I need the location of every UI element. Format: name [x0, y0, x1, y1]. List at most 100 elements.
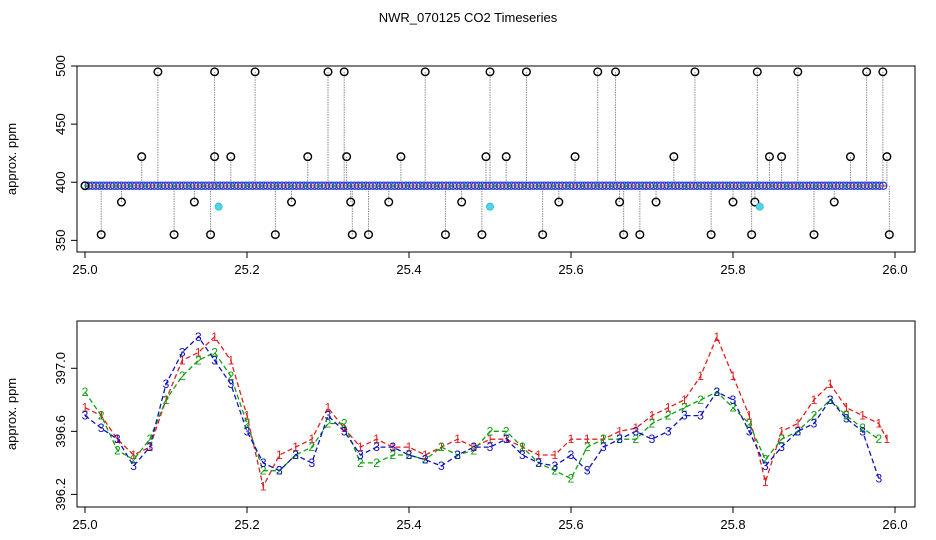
outlier-point — [481, 152, 491, 162]
top-y-tick-label: 450 — [53, 113, 68, 135]
series-2-marker: 2 — [373, 456, 380, 470]
top-x-tick-label: 25.0 — [72, 262, 97, 277]
baseline-dot — [318, 184, 322, 188]
series-1-marker: 1 — [406, 440, 413, 454]
series-1-marker: 1 — [373, 432, 380, 446]
series-1-marker: 1 — [811, 393, 818, 407]
series-3-marker: 3 — [114, 432, 121, 446]
series-2-marker: 2 — [146, 432, 153, 446]
series-3-marker: 3 — [762, 459, 769, 473]
baseline-dot — [726, 184, 730, 188]
outlier-point — [777, 152, 787, 162]
outlier-point — [554, 197, 564, 207]
baseline-dot — [201, 184, 205, 188]
outlier-point — [809, 230, 819, 240]
baseline-dot — [595, 184, 599, 188]
series-2-marker: 2 — [406, 448, 413, 462]
series-1-marker: 1 — [503, 432, 510, 446]
baseline-dot — [347, 184, 351, 188]
outlier-point — [287, 197, 297, 207]
series-2-line — [84, 351, 880, 480]
bottom-x-tick-label: 25.8 — [720, 517, 745, 532]
series-3-marker: 3 — [179, 346, 186, 360]
series-3-marker: 3 — [568, 448, 575, 462]
top-plot-frame — [76, 65, 916, 253]
baseline-dot — [435, 184, 438, 188]
series-3-marker: 3 — [875, 472, 882, 486]
series-3-marker: 3 — [470, 440, 477, 454]
baseline-dot — [260, 184, 263, 188]
bottom-y-axis-label: approx. ppm — [4, 378, 19, 450]
baseline-dot — [216, 184, 220, 188]
series-2-marker: 2 — [98, 409, 105, 423]
series-2-marker: 2 — [357, 456, 364, 470]
top-plot-area — [80, 67, 894, 240]
baseline-dot — [799, 184, 803, 188]
bottom-axes: 25.0 25.2 25.4 25.6 25.8 26.0 396.2 396.6 397.0 — [53, 352, 908, 532]
series-1-marker: 1 — [389, 440, 396, 454]
outlier-point — [611, 67, 621, 77]
top-y-tick-label: 350 — [53, 230, 68, 252]
series-1-marker: 1 — [697, 369, 704, 383]
series-2-marker: 2 — [746, 416, 753, 430]
outlier-point — [116, 197, 126, 207]
series-1-marker: 1 — [843, 401, 850, 415]
outlier-point — [793, 67, 803, 77]
outlier-point — [96, 230, 106, 240]
outlier-point — [169, 230, 179, 240]
series-3-marker: 3 — [503, 432, 510, 446]
series-1-marker: 1 — [681, 393, 688, 407]
series-2-marker: 2 — [681, 401, 688, 415]
outlier-point — [189, 197, 199, 207]
series-2-marker: 2 — [762, 453, 769, 467]
outlier-point — [226, 152, 236, 162]
series-3-marker: 3 — [211, 353, 218, 367]
series-2-marker: 2 — [130, 453, 137, 467]
series-2-marker: 2 — [389, 448, 396, 462]
series-1-marker: 1 — [438, 440, 445, 454]
series-2-marker: 2 — [665, 409, 672, 423]
series-3-marker: 3 — [811, 416, 818, 430]
baseline-dot — [172, 184, 176, 188]
cyan-point — [485, 202, 494, 211]
baseline-dot — [187, 184, 190, 188]
series-2-marker: 2 — [438, 440, 445, 454]
baseline-dot — [449, 184, 453, 188]
series-1-marker: 1 — [535, 448, 542, 462]
outlier-point — [884, 230, 894, 240]
series-1-marker: 1 — [730, 369, 737, 383]
baseline-dot — [464, 184, 468, 188]
bottom-x-tick-label: 26.0 — [882, 517, 907, 532]
baseline-dot — [333, 184, 336, 188]
baseline-dot — [814, 184, 817, 188]
series-2-marker: 2 — [697, 393, 704, 407]
top-y-tick-label: 500 — [53, 55, 68, 77]
bottom-x-tick-label: 25.4 — [396, 517, 421, 532]
baseline-dot — [610, 184, 613, 188]
outlier-point — [615, 197, 625, 207]
chart-title: NWR_070125 CO2 Timeseries — [379, 10, 558, 25]
cyan-point — [214, 202, 223, 211]
outlier-point — [153, 67, 163, 77]
series-2-marker: 2 — [875, 432, 882, 446]
series-3-marker: 3 — [616, 432, 623, 446]
series-1-marker: 1 — [422, 448, 429, 462]
series-1-marker: 1 — [260, 480, 267, 494]
series-1-marker: 1 — [746, 409, 753, 423]
series-2-marker: 2 — [535, 456, 542, 470]
outlier-point — [651, 197, 661, 207]
series-3-marker: 3 — [276, 464, 283, 478]
baseline-dot — [406, 184, 409, 188]
series-3-marker: 3 — [794, 424, 801, 438]
series-2-marker: 2 — [454, 448, 461, 462]
series-1-marker: 1 — [568, 432, 575, 446]
outlier-point — [485, 67, 495, 77]
series-3-marker: 3 — [341, 424, 348, 438]
series-3-marker: 3 — [778, 440, 785, 454]
series-2-marker: 2 — [616, 432, 623, 446]
baseline-point — [875, 181, 884, 190]
series-1-marker: 1 — [632, 421, 639, 435]
outlier-point — [457, 197, 467, 207]
series-3-marker: 3 — [827, 393, 834, 407]
outlier-point — [521, 67, 531, 77]
